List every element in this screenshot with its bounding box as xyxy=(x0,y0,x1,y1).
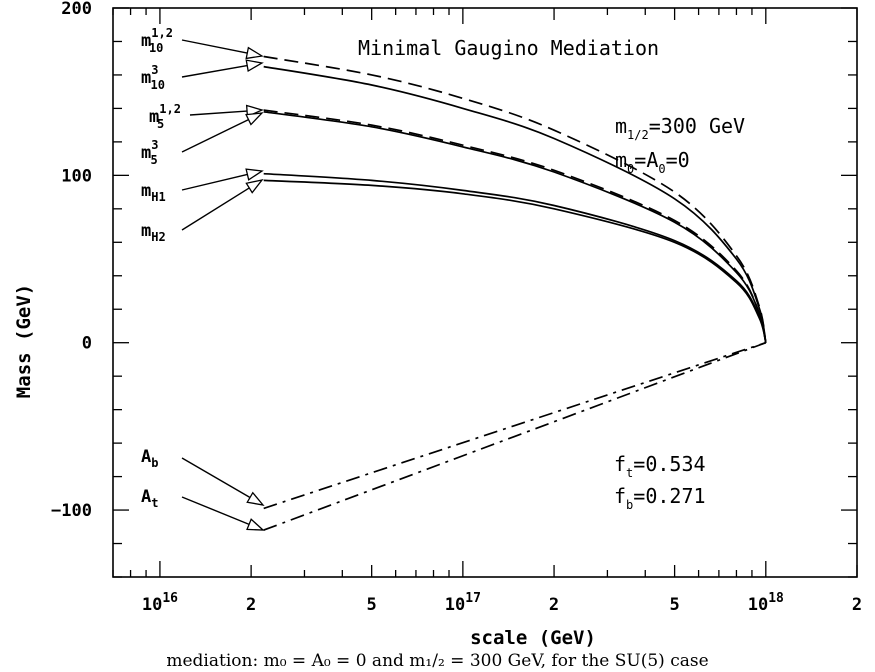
x-tick-label: 2 xyxy=(549,595,559,615)
y-tick-label: −100 xyxy=(51,501,92,521)
x-tick-label: 1016 xyxy=(142,591,178,615)
x-axis-title: scale (GeV) xyxy=(470,627,596,649)
series-mh2 xyxy=(263,179,767,343)
series-m10-3- xyxy=(263,65,767,343)
plot-frame xyxy=(112,7,858,578)
arrow-head xyxy=(245,46,264,60)
x-tick-label: 5 xyxy=(669,595,679,615)
arrow-shaft xyxy=(181,187,250,231)
arrow-shaft xyxy=(181,64,248,78)
param-m-half: m1/2=300 GeV xyxy=(615,114,745,142)
label-arrows xyxy=(181,39,265,531)
arrow-shaft xyxy=(189,110,248,116)
arrow-shaft xyxy=(181,39,248,54)
series-m10-1-2- xyxy=(263,55,767,343)
label-at: At xyxy=(141,487,158,510)
label-ab: Ab xyxy=(141,447,158,470)
arrow-head xyxy=(246,491,265,506)
axis-ticks: 1016 2 5 1017 2 5 1018 2 200 100 0 −100 xyxy=(51,0,862,615)
series-ab xyxy=(263,341,767,510)
plot-border xyxy=(112,7,858,578)
chart-title: Minimal Gaugino Mediation xyxy=(358,36,659,60)
param-m0-a0: m0=A0=0 xyxy=(615,148,690,176)
series-at xyxy=(263,341,767,531)
y-tick-label: 200 xyxy=(61,0,92,19)
arrow-head xyxy=(245,168,264,181)
x-tick-label: 1018 xyxy=(748,591,784,615)
y-axis-title: Mass (GeV) xyxy=(13,284,35,398)
series-m5-3- xyxy=(263,110,767,343)
label-mh1: mH1 xyxy=(141,181,166,204)
label-m10-3: m3 10 xyxy=(141,63,165,92)
arrow-head xyxy=(246,518,265,531)
series-m5-1-2- xyxy=(263,109,767,343)
arrow-shaft xyxy=(181,457,251,499)
y-tick-label: 100 xyxy=(61,166,92,186)
y-tick-label: 0 xyxy=(82,334,92,354)
x-tick-label: 5 xyxy=(367,595,377,615)
arrow-head xyxy=(245,59,264,73)
label-mh2: mH2 xyxy=(141,221,166,244)
series-mh1 xyxy=(263,172,767,343)
series-lines xyxy=(263,55,767,531)
arrow-shaft xyxy=(181,118,249,153)
x-tick-label: 2 xyxy=(246,595,256,615)
figure-caption: mediation: m₀ = A₀ = 0 and m₁/₂ = 300 Ge… xyxy=(166,651,709,671)
label-m5-3: m3 5 xyxy=(141,138,158,167)
x-tick-label: 2 xyxy=(852,595,862,615)
x-tick-label: 1017 xyxy=(445,591,481,615)
arrow-head xyxy=(245,178,264,194)
coupling-fb: fb=0.271 xyxy=(614,484,706,512)
arrow-shaft xyxy=(181,496,250,525)
arrow-head xyxy=(245,112,264,126)
label-m10-12: m1,2 10 xyxy=(141,26,173,55)
coupling-ft: ft=0.534 xyxy=(614,452,706,480)
label-m5-12: m1,2 5 xyxy=(149,102,181,131)
arrow-shaft xyxy=(181,173,248,191)
